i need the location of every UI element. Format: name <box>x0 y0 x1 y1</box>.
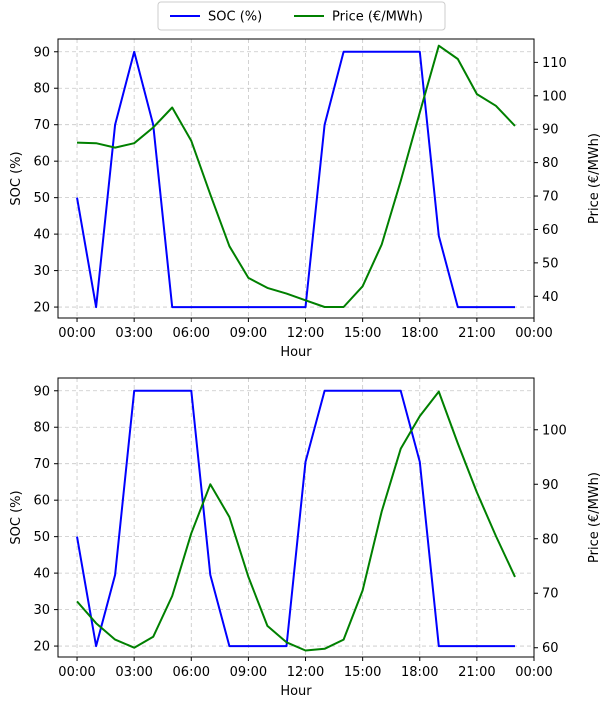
y-tick-label-7: 90 <box>33 45 50 60</box>
legend: SOC (%) Price (€/MWh) <box>157 1 446 31</box>
y2-tick-label-6: 100 <box>542 89 567 104</box>
x-tick-label-2: 06:00 <box>173 665 210 680</box>
y-tick-label-3: 50 <box>33 191 50 206</box>
series-line-soc <box>76 389 515 648</box>
y2-tick-label-5: 90 <box>542 123 559 138</box>
chart-panel-bottom: 00:00 03:00 06:00 09:00 12:00 15:00 18:00 21:00… <box>9 377 600 699</box>
y2-tick-label-4: 80 <box>542 156 559 171</box>
x-axis-title: Hour <box>280 684 312 699</box>
y-axis-title-right: Price (€/MWh) <box>587 472 600 563</box>
x-tick-label-3: 09:00 <box>230 665 267 680</box>
y-tick-label-5: 70 <box>33 457 50 472</box>
y2-tick-label-2: 80 <box>542 532 559 547</box>
y2-tick-label-1: 50 <box>542 256 559 271</box>
x-tick-label-1: 03:00 <box>115 326 152 341</box>
y2-tick-label-7: 110 <box>542 56 567 71</box>
y2-tick-label-4: 100 <box>542 423 567 438</box>
x-tick-label-4: 12:00 <box>287 326 324 341</box>
x-tick-label-6: 18:00 <box>401 326 438 341</box>
series-line-soc <box>76 50 515 309</box>
y-tick-label-0: 20 <box>33 640 50 655</box>
chart-panel-top: 00:00 03:00 06:00 09:00 12:00 15:00 18:00 21:00… <box>9 38 600 360</box>
x-tick-label-7: 21:00 <box>458 326 495 341</box>
y-axis-title-left: SOC (%) <box>9 490 24 544</box>
y-tick-label-4: 60 <box>33 494 50 509</box>
plot-frame <box>57 38 535 319</box>
plot-frame <box>57 377 535 658</box>
series-line-price <box>76 390 516 652</box>
y-axis-title-left: SOC (%) <box>9 151 24 205</box>
y-tick-label-1: 30 <box>33 603 50 618</box>
y-tick-label-5: 70 <box>33 118 50 133</box>
y-tick-label-6: 80 <box>33 421 50 436</box>
y-tick-label-6: 80 <box>33 82 50 97</box>
y-tick-label-0: 20 <box>33 301 50 316</box>
y2-tick-label-2: 60 <box>542 223 559 238</box>
y-tick-label-7: 90 <box>33 384 50 399</box>
y2-tick-label-0: 60 <box>542 641 559 656</box>
legend-label-0: SOC (%) <box>208 10 262 25</box>
x-tick-label-1: 03:00 <box>115 665 152 680</box>
y-tick-label-4: 60 <box>33 155 50 170</box>
y-axis-title-right: Price (€/MWh) <box>587 133 600 224</box>
y-tick-label-3: 50 <box>33 530 50 545</box>
x-tick-label-3: 09:00 <box>230 326 267 341</box>
y2-tick-label-1: 70 <box>542 587 559 602</box>
x-axis-title: Hour <box>280 345 312 360</box>
legend-label-1: Price (€/MWh) <box>332 10 423 25</box>
y-tick-label-1: 30 <box>33 264 50 279</box>
x-tick-label-8: 00:00 <box>515 326 552 341</box>
x-tick-label-0: 00:00 <box>58 326 95 341</box>
y-tick-label-2: 40 <box>33 567 50 582</box>
x-tick-label-4: 12:00 <box>287 665 324 680</box>
x-tick-label-8: 00:00 <box>515 665 552 680</box>
y2-tick-label-0: 40 <box>542 290 559 305</box>
x-tick-label-2: 06:00 <box>173 326 210 341</box>
x-tick-label-7: 21:00 <box>458 665 495 680</box>
y-tick-label-2: 40 <box>33 228 50 243</box>
x-tick-label-6: 18:00 <box>401 665 438 680</box>
series-line-price <box>76 44 516 308</box>
x-tick-label-5: 15:00 <box>344 326 381 341</box>
y2-tick-label-3: 70 <box>542 190 559 205</box>
x-tick-label-0: 00:00 <box>58 665 95 680</box>
x-tick-label-5: 15:00 <box>344 665 381 680</box>
y2-tick-label-3: 90 <box>542 478 559 493</box>
